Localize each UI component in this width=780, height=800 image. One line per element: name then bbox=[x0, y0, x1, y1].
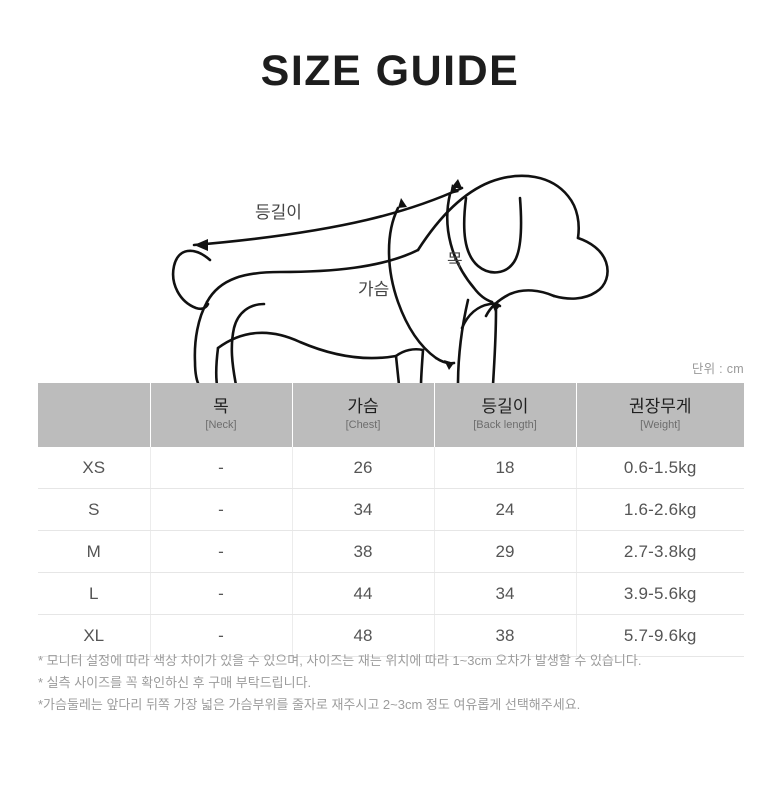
label-back-length: 등길이 bbox=[255, 203, 302, 222]
header-ko-chest: 가슴 bbox=[347, 397, 379, 417]
label-neck: 목 bbox=[447, 251, 463, 270]
header-cell-weight: 권장무게 [Weight] bbox=[576, 383, 744, 447]
cell-back-length: 18 bbox=[434, 447, 577, 489]
cell-neck: - bbox=[150, 530, 293, 573]
cell-chest: 34 bbox=[292, 488, 435, 531]
dog-hind-leg-rear bbox=[193, 300, 209, 385]
cell-back-length: 34 bbox=[434, 572, 577, 615]
back-length-line bbox=[192, 186, 464, 247]
table-row: M - 38 29 2.7-3.8kg bbox=[38, 530, 744, 573]
header-cell-size bbox=[38, 383, 151, 447]
neck-measure-hook bbox=[460, 302, 502, 330]
cell-chest: 26 bbox=[292, 447, 435, 489]
dog-foreleg-rear bbox=[456, 298, 470, 385]
dog-foreleg-front bbox=[491, 308, 498, 385]
cell-neck: - bbox=[150, 614, 293, 657]
header-ko-weight: 권장무게 bbox=[628, 397, 692, 417]
header-ko-back-length: 등길이 bbox=[481, 397, 529, 417]
dog-jaw bbox=[484, 289, 556, 318]
cell-back-length: 38 bbox=[434, 614, 577, 657]
size-table: 목 [Neck] 가슴 [Chest] 등길이 [Back length] 권장… bbox=[38, 383, 744, 657]
header-cell-neck: 목 [Neck] bbox=[150, 383, 293, 447]
header-cell-chest: 가슴 [Chest] bbox=[292, 383, 435, 447]
cell-weight: 2.7-3.8kg bbox=[576, 530, 744, 573]
header-en-chest: [Chest] bbox=[345, 418, 381, 431]
chest-arrow-head bbox=[444, 360, 454, 370]
cell-size: L bbox=[38, 572, 151, 615]
cell-weight: 1.6-2.6kg bbox=[576, 488, 744, 531]
dog-muzzle bbox=[552, 236, 609, 300]
cell-size: XS bbox=[38, 447, 151, 489]
dog-belly bbox=[216, 331, 398, 360]
footnote-line: * 실측 사이즈를 꼭 확인하신 후 구매 부탁드립니다. bbox=[38, 675, 312, 690]
dog-chest-bottom bbox=[394, 347, 425, 358]
back-length-arrow-head-top bbox=[451, 179, 462, 188]
dog-front-leg-b bbox=[419, 348, 425, 385]
dog-front-leg-a bbox=[394, 354, 401, 385]
cell-chest: 48 bbox=[292, 614, 435, 657]
dog-back bbox=[205, 248, 420, 304]
dog-illustration: 등길이 가슴 목 bbox=[150, 150, 630, 385]
table-row: L - 44 34 3.9-5.6kg bbox=[38, 572, 744, 615]
chest-arrow-head-top bbox=[398, 198, 407, 208]
header-ko-neck: 목 bbox=[213, 397, 229, 417]
unit-note: 단위 : cm bbox=[691, 362, 744, 376]
cell-neck: - bbox=[150, 447, 293, 489]
table-header-row: 목 [Neck] 가슴 [Chest] 등길이 [Back length] 권장… bbox=[38, 383, 744, 447]
cell-weight: 5.7-9.6kg bbox=[576, 614, 744, 657]
dog-tail bbox=[171, 249, 212, 311]
cell-size: S bbox=[38, 488, 151, 531]
footnotes: * 모니터 설정에 따라 색상 차이가 있을 수 있으며, 사이즈는 재는 위치… bbox=[38, 650, 748, 716]
footnote-line: * 모니터 설정에 따라 색상 차이가 있을 수 있으며, 사이즈는 재는 위치… bbox=[38, 653, 642, 668]
cell-neck: - bbox=[150, 488, 293, 531]
cell-chest: 44 bbox=[292, 572, 435, 615]
page-title: SIZE GUIDE bbox=[260, 47, 520, 95]
dog-outline-svg: 등길이 가슴 목 bbox=[171, 174, 609, 385]
cell-size: M bbox=[38, 530, 151, 573]
header-en-weight: [Weight] bbox=[640, 418, 681, 431]
cell-back-length: 24 bbox=[434, 488, 577, 531]
neck-measure-line bbox=[446, 192, 494, 304]
header-en-neck: [Neck] bbox=[205, 418, 237, 431]
neck-arrow-head bbox=[491, 302, 500, 312]
cell-weight: 0.6-1.5kg bbox=[576, 447, 744, 489]
header-cell-back-length: 등길이 [Back length] bbox=[434, 383, 577, 447]
dog-hind-leg-front bbox=[230, 302, 266, 385]
cell-chest: 38 bbox=[292, 530, 435, 573]
table-row: S - 34 24 1.6-2.6kg bbox=[38, 488, 744, 531]
cell-neck: - bbox=[150, 572, 293, 615]
header-en-back-length: [Back length] bbox=[473, 418, 537, 431]
cell-back-length: 29 bbox=[434, 530, 577, 573]
back-length-arrow-head bbox=[194, 239, 208, 251]
dog-head-top bbox=[416, 174, 580, 252]
footnote-line: *가슴둘레는 앞다리 뒤쪽 가장 넓은 가슴부위를 줄자로 재주시고 2~3cm… bbox=[38, 697, 581, 712]
table-row: XL - 48 38 5.7-9.6kg bbox=[38, 614, 744, 657]
chest-measure-line bbox=[387, 206, 438, 360]
dog-ear bbox=[462, 196, 523, 274]
cell-weight: 3.9-5.6kg bbox=[576, 572, 744, 615]
dog-belly-edge bbox=[215, 346, 220, 385]
cell-size: XL bbox=[38, 614, 151, 657]
label-chest: 가슴 bbox=[358, 280, 389, 299]
table-row: XS - 26 18 0.6-1.5kg bbox=[38, 447, 744, 489]
